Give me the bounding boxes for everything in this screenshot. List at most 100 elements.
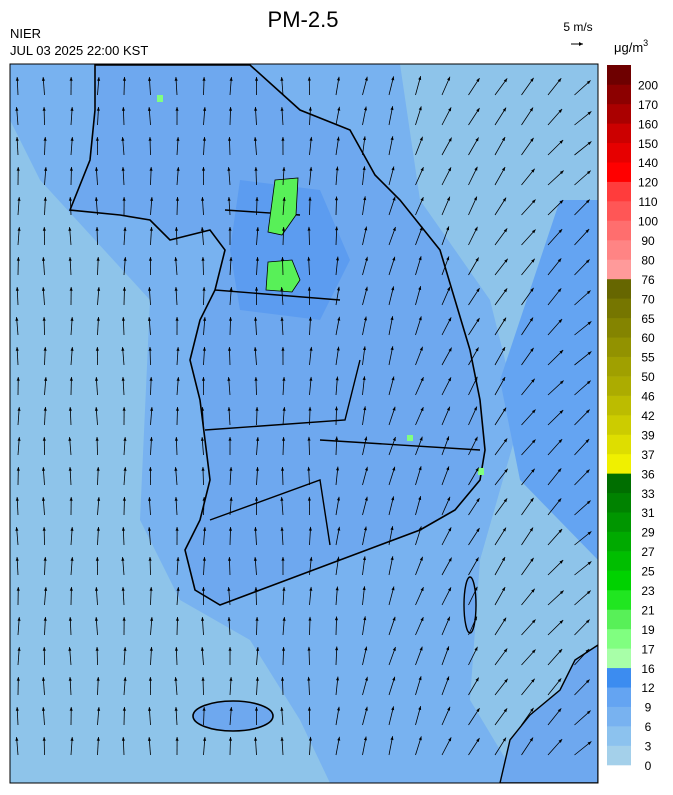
wind-arrow-head	[558, 439, 563, 443]
wind-arrow-head	[307, 256, 311, 261]
wind-arrow-head	[475, 347, 479, 352]
wind-arrow-head	[364, 256, 368, 261]
wind-arrow-head	[474, 436, 478, 441]
wind-arrow-head	[253, 137, 257, 141]
colorbar-segment	[607, 337, 631, 357]
wind-arrow-head	[254, 587, 258, 591]
wind-arrow-head	[41, 257, 46, 261]
wind-arrow-head	[147, 707, 152, 711]
wind-arrow-head	[337, 316, 341, 321]
wind-arrow-head	[41, 707, 46, 711]
wind-arrow-head	[336, 496, 340, 501]
wind-arrow-head	[175, 107, 179, 111]
wind-arrow-head	[334, 406, 339, 411]
wind-arrow-head	[175, 527, 179, 531]
wind-arrow-head	[390, 736, 394, 741]
wind-arrow-head	[227, 407, 231, 411]
wind-arrow-head	[202, 707, 206, 711]
wind-arrow-head	[308, 196, 312, 201]
wind-arrow-head	[229, 677, 233, 681]
wind-arrow-head	[282, 617, 286, 621]
colorbar-label: 46	[641, 390, 655, 404]
wind-arrow-head	[255, 407, 259, 411]
wind-arrow-head	[203, 107, 207, 111]
wind-arrow-head	[228, 227, 232, 231]
wind-arrow-head	[282, 407, 286, 411]
wind-arrow-head	[201, 197, 205, 201]
wind-arrow-head	[70, 347, 74, 351]
wind-arrow-head	[15, 707, 19, 711]
wind-arrow-head	[446, 256, 450, 261]
wind-arrow-head	[446, 226, 450, 231]
wind-arrow-head	[42, 737, 46, 741]
wind-arrow-head	[363, 316, 367, 321]
wind-arrow-head	[391, 166, 395, 171]
wind-arrow-head	[17, 617, 21, 621]
wind-arrow-head	[174, 287, 178, 291]
wind-arrow-head	[175, 407, 179, 411]
colorbar-label: 70	[641, 292, 655, 306]
wind-arrow-head	[175, 737, 179, 741]
colorbar-segment	[607, 434, 631, 455]
colorbar-segment	[607, 240, 631, 260]
wind-arrow-head	[147, 497, 152, 501]
colorbar-segment	[607, 551, 631, 571]
map-frame	[9, 63, 599, 784]
wind-arrow-head	[15, 347, 19, 351]
wind-arrow-head	[336, 76, 340, 81]
wind-arrow-head	[392, 436, 396, 441]
wind-arrow-head	[174, 257, 178, 261]
wind-arrow-head	[420, 197, 424, 202]
wind-arrow-head	[15, 557, 19, 561]
wind-arrow-head	[559, 140, 564, 144]
wind-arrow-head	[256, 437, 260, 441]
colorbar-segment	[607, 453, 631, 474]
colorbar-label: 31	[641, 506, 655, 520]
wind-arrow-head	[16, 257, 20, 261]
wind-arrow-head	[364, 466, 368, 471]
wind-arrow-head	[176, 557, 180, 561]
wind-arrow-head	[280, 287, 284, 291]
wind-arrow-head	[531, 649, 536, 654]
wind-arrow-head	[362, 346, 367, 351]
wind-arrow-head	[42, 227, 46, 231]
wind-arrow-head	[419, 556, 423, 561]
wind-arrow-head	[281, 437, 286, 441]
wind-arrow-head	[559, 590, 564, 595]
wind-arrow-head	[43, 197, 47, 201]
wind-arrow-head	[255, 467, 259, 471]
wind-arrow-head	[176, 587, 180, 591]
wind-arrow-head	[121, 587, 125, 591]
wind-arrow-head	[308, 316, 312, 321]
wind-arrow-head	[15, 737, 19, 741]
wind-arrow-head	[148, 677, 152, 681]
wind-arrow-head	[335, 166, 339, 171]
wind-arrow-head	[586, 170, 591, 175]
wind-arrow-head	[530, 287, 534, 292]
wind-arrow-head	[418, 676, 422, 681]
wind-arrow-head	[530, 347, 534, 352]
concentration-patch	[265, 259, 301, 293]
wind-arrow-head	[390, 556, 394, 561]
colorbar-label: 21	[641, 603, 655, 617]
wind-arrow-head	[307, 466, 311, 471]
wind-arrow-head	[42, 527, 46, 531]
colorbar-label: 170	[638, 98, 658, 112]
colorbar-label: 110	[638, 195, 657, 209]
wind-arrow-head	[418, 316, 422, 321]
wind-arrow-head	[97, 287, 101, 291]
wind-arrow-head	[121, 377, 125, 381]
wind-arrow-head	[148, 137, 152, 141]
wind-arrow-head	[364, 76, 368, 81]
colorbar-label: 65	[641, 312, 655, 326]
wind-arrow-head	[227, 197, 231, 201]
wind-arrow-head	[282, 167, 286, 171]
wind-arrow-head	[557, 258, 562, 263]
wind-arrow-head	[448, 347, 452, 352]
wind-arrow-head	[94, 617, 98, 621]
wind-arrow-head	[390, 526, 394, 531]
wind-arrow-head	[419, 436, 423, 441]
wind-arrow-head	[149, 647, 153, 651]
wind-arrow-head	[202, 77, 206, 81]
wind-arrow-head	[502, 407, 507, 412]
